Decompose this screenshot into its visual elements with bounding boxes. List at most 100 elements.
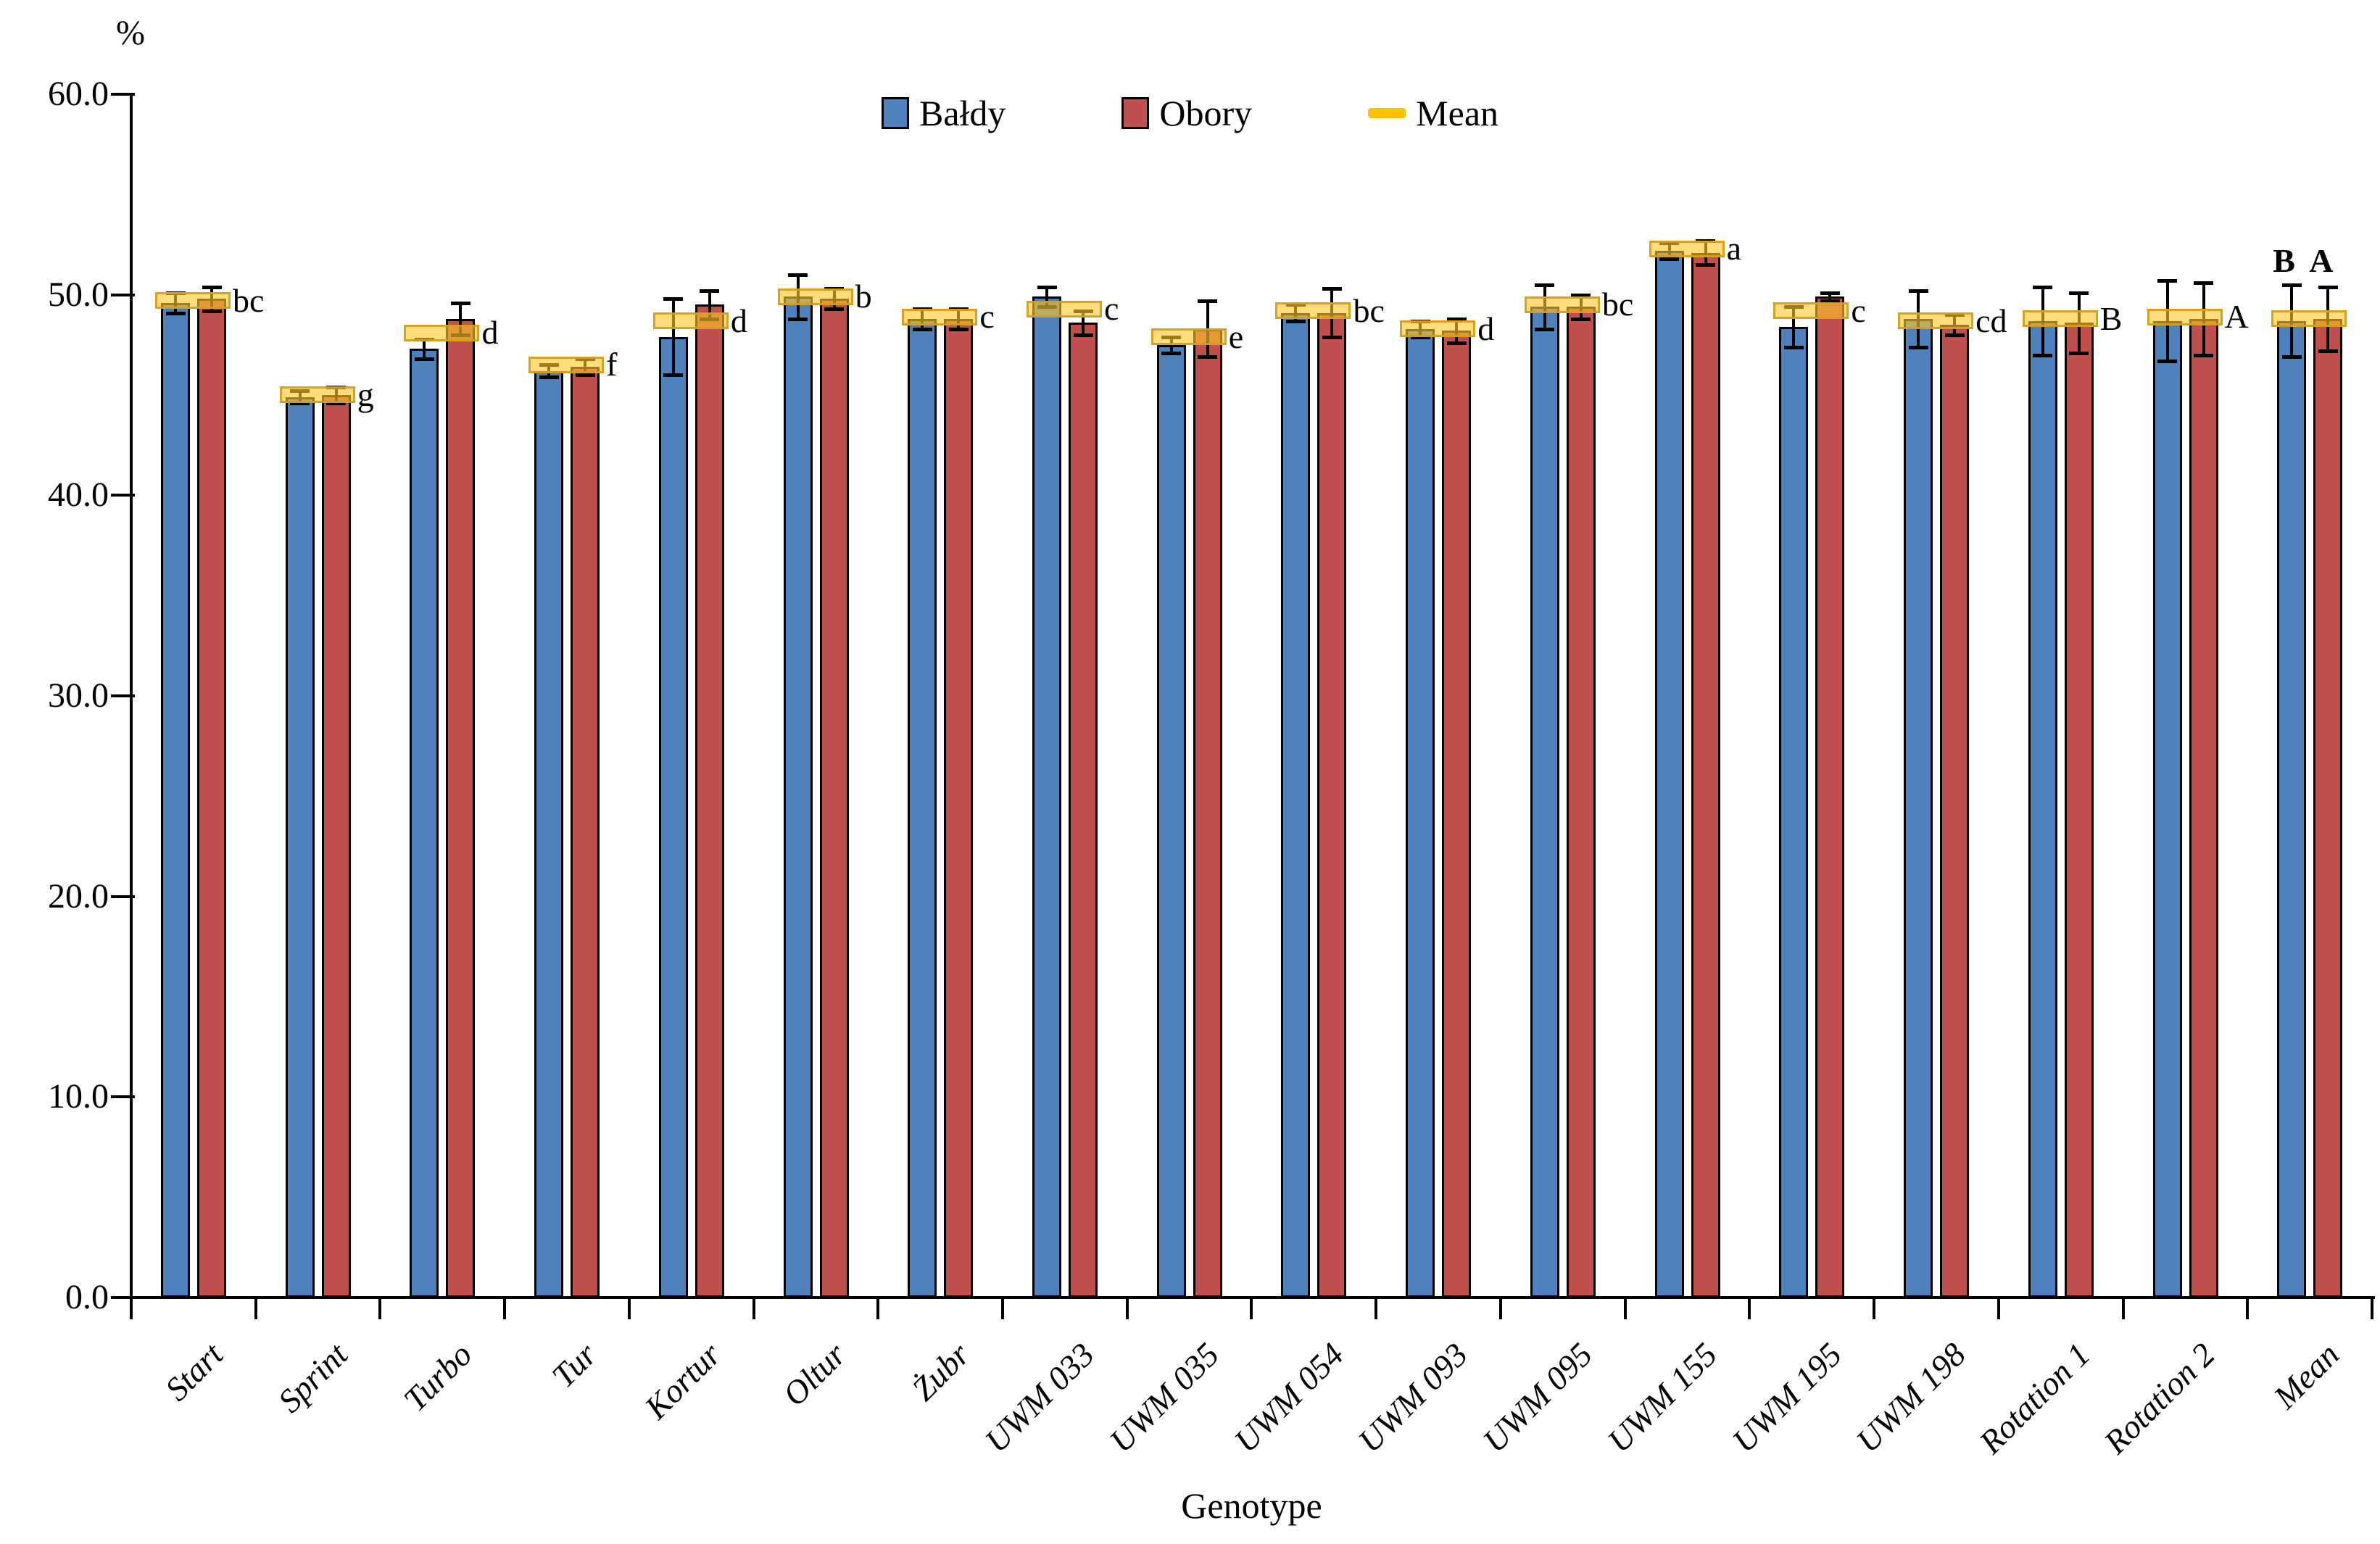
bar-obory bbox=[2064, 323, 2094, 1298]
error-cap-bottom-obory bbox=[326, 402, 347, 406]
x-category-label: Tur bbox=[544, 1335, 604, 1395]
x-category-label: UWM 195 bbox=[1725, 1335, 1849, 1460]
significance-letter: A bbox=[2224, 298, 2249, 336]
error-cap-top-obory bbox=[2318, 285, 2338, 289]
bar-obory bbox=[2313, 318, 2343, 1298]
x-tick-mark bbox=[2370, 1298, 2373, 1319]
error-cap-bottom-baldy bbox=[1410, 335, 1430, 339]
error-bar-baldy bbox=[1792, 307, 1796, 347]
error-cap-bottom-baldy bbox=[2033, 353, 2053, 357]
bar-baldy bbox=[1530, 307, 1559, 1298]
significance-letter: b bbox=[855, 278, 872, 315]
error-cap-bottom-obory bbox=[1696, 263, 1716, 267]
mean-marker bbox=[1400, 320, 1476, 338]
x-tick-mark bbox=[130, 1298, 133, 1319]
error-cap-bottom-obory bbox=[202, 309, 222, 313]
x-category-label: UWM 093 bbox=[1351, 1335, 1475, 1460]
error-cap-bottom-baldy bbox=[788, 317, 808, 321]
mean-marker bbox=[902, 308, 978, 325]
mean-marker bbox=[2022, 310, 2098, 328]
x-category-label: Oltur bbox=[775, 1335, 853, 1414]
significance-letter: a bbox=[1726, 230, 1742, 267]
bar-obory bbox=[944, 318, 974, 1298]
error-cap-top-obory bbox=[2069, 291, 2089, 295]
error-cap-top-baldy bbox=[1535, 283, 1555, 287]
significance-letter: bc bbox=[1601, 286, 1634, 323]
error-cap-bottom-obory bbox=[2318, 349, 2338, 354]
significance-letter: bc bbox=[1353, 291, 1385, 329]
error-cap-top-obory bbox=[1322, 287, 1342, 291]
chart-legend: Bałdy Obory Mean bbox=[0, 93, 2380, 133]
error-cap-bottom-baldy bbox=[1659, 257, 1680, 261]
error-cap-bottom-baldy bbox=[1908, 345, 1928, 349]
bar-obory bbox=[1815, 296, 1845, 1298]
bar-baldy bbox=[1032, 296, 1062, 1298]
x-tick-mark bbox=[378, 1298, 382, 1319]
y-tick-label: 40.0 bbox=[48, 476, 109, 515]
legend-label: Bałdy bbox=[919, 93, 1006, 133]
bar-baldy bbox=[1156, 344, 1186, 1298]
error-cap-bottom-obory bbox=[948, 327, 969, 331]
bar-obory bbox=[819, 299, 849, 1298]
mean-marker bbox=[2271, 310, 2347, 328]
x-category-label: UWM 035 bbox=[1102, 1335, 1227, 1460]
x-category-label: Rotation 1 bbox=[1972, 1335, 2098, 1461]
y-axis-unit-label: % bbox=[116, 14, 145, 52]
bar-baldy bbox=[1779, 326, 1809, 1298]
bar-baldy bbox=[161, 302, 190, 1298]
significance-letter: cd bbox=[1975, 302, 2007, 339]
x-category-label: Mean bbox=[2266, 1335, 2347, 1416]
error-cap-bottom-obory bbox=[824, 307, 845, 312]
x-category-label: Kortur bbox=[637, 1335, 729, 1427]
mean-marker bbox=[652, 312, 729, 330]
y-tick-label: 30.0 bbox=[48, 676, 109, 715]
error-cap-bottom-baldy bbox=[2157, 359, 2178, 363]
y-tick-label: 0.0 bbox=[65, 1278, 109, 1316]
significance-letter: e bbox=[1228, 317, 1244, 355]
x-tick-mark bbox=[1250, 1298, 1253, 1319]
error-cap-bottom-baldy bbox=[414, 357, 434, 362]
error-cap-bottom-baldy bbox=[1285, 319, 1306, 323]
error-cap-bottom-obory bbox=[1198, 355, 1218, 360]
bar-obory bbox=[1566, 307, 1596, 1298]
error-cap-top-obory bbox=[700, 289, 720, 294]
bar-baldy bbox=[1281, 312, 1311, 1298]
error-cap-top-baldy bbox=[1908, 289, 1928, 294]
error-cap-bottom-baldy bbox=[165, 311, 186, 315]
x-category-label: UWM 054 bbox=[1227, 1335, 1351, 1460]
bar-obory bbox=[1193, 328, 1222, 1298]
error-cap-bottom-obory bbox=[1073, 333, 1093, 337]
y-axis-line bbox=[130, 92, 133, 1313]
bar-baldy bbox=[1654, 250, 1684, 1298]
legend-item: Bałdy bbox=[881, 93, 1006, 133]
error-cap-top-obory bbox=[1820, 291, 1840, 295]
legend-item: Mean bbox=[1368, 93, 1498, 133]
error-cap-top-baldy bbox=[2033, 285, 2053, 289]
error-cap-bottom-obory bbox=[2194, 353, 2214, 357]
error-bar-baldy bbox=[423, 339, 426, 360]
y-tick-mark bbox=[111, 494, 135, 497]
bar-obory bbox=[1691, 252, 1720, 1298]
error-cap-top-obory bbox=[450, 301, 470, 305]
bar-obory bbox=[321, 394, 351, 1298]
x-category-label: UWM 155 bbox=[1600, 1335, 1725, 1460]
error-cap-top-obory bbox=[2194, 281, 2214, 286]
error-cap-bottom-baldy bbox=[1161, 351, 1182, 355]
error-cap-bottom-obory bbox=[1322, 335, 1342, 339]
x-category-label: Rotation 2 bbox=[2097, 1335, 2222, 1461]
x-tick-mark bbox=[1748, 1298, 1751, 1319]
error-cap-top-baldy bbox=[663, 297, 684, 302]
legend-label: Obory bbox=[1159, 93, 1253, 133]
error-cap-bottom-obory bbox=[1571, 317, 1591, 321]
mean-marker bbox=[1275, 302, 1351, 320]
x-tick-mark bbox=[876, 1298, 880, 1319]
error-bar-obory bbox=[708, 291, 711, 319]
error-bar-obory bbox=[1828, 292, 1832, 301]
x-tick-mark bbox=[1498, 1298, 1502, 1319]
mean-marker bbox=[279, 386, 355, 404]
bar-baldy bbox=[658, 336, 688, 1298]
significance-letter: d bbox=[1477, 310, 1495, 347]
y-tick-label: 10.0 bbox=[48, 1077, 109, 1116]
y-tick-mark bbox=[111, 293, 135, 296]
bar-baldy bbox=[534, 370, 564, 1298]
